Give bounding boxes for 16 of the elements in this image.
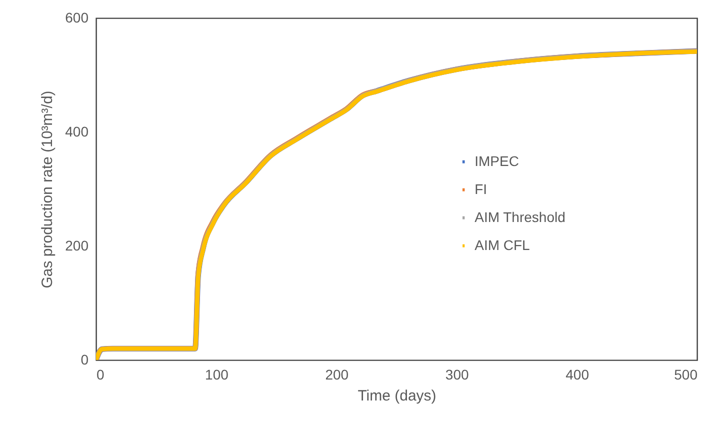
x-axis-title: Time (days) — [358, 388, 436, 404]
x-tick-label: 500 — [674, 366, 698, 382]
x-tick-label: 100 — [205, 366, 229, 382]
x-tick-label: 200 — [325, 366, 349, 382]
y-tick-label: 600 — [65, 10, 89, 26]
legend-label: FI — [474, 180, 488, 197]
legend-label: IMPEC — [474, 152, 519, 169]
legend-label: AIM CFL — [474, 236, 530, 253]
x-tick-label: 0 — [96, 366, 104, 382]
y-tick-label: 0 — [80, 352, 89, 368]
legend-label: AIM Threshold — [474, 208, 566, 225]
y-tick-label: 200 — [65, 238, 89, 254]
x-tick-label: 300 — [445, 366, 469, 382]
y-axis-title: Gas production rate (10³m³/d) — [39, 90, 56, 288]
y-tick-label: 400 — [65, 124, 89, 140]
x-tick-label: 400 — [566, 366, 590, 382]
